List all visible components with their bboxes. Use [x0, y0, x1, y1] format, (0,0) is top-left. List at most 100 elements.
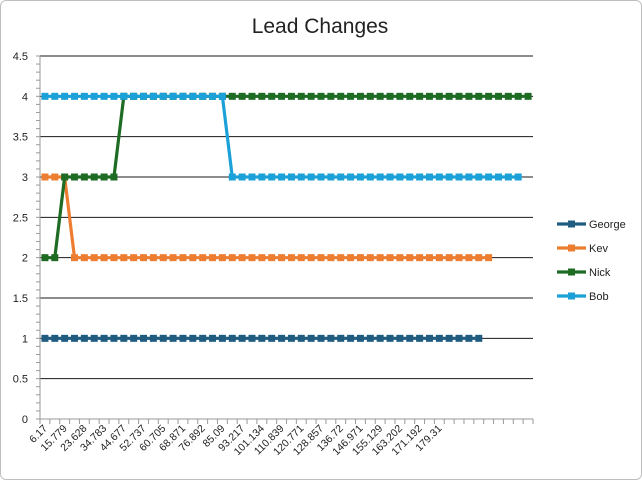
- data-point: [514, 92, 522, 100]
- data-point: [287, 173, 295, 181]
- data-point: [51, 254, 59, 262]
- data-point: [71, 173, 79, 181]
- data-point: [140, 254, 148, 262]
- data-point: [287, 254, 295, 262]
- data-point: [356, 173, 364, 181]
- data-point: [475, 92, 483, 100]
- data-point: [71, 334, 79, 342]
- data-point: [80, 334, 88, 342]
- legend-marker: [568, 268, 575, 276]
- data-point: [356, 92, 364, 100]
- data-point: [51, 334, 59, 342]
- y-tick-label: 0.5: [13, 374, 28, 386]
- data-point: [416, 92, 424, 100]
- data-point: [356, 254, 364, 262]
- series-george: [41, 334, 483, 342]
- data-point: [317, 92, 325, 100]
- data-point: [406, 92, 414, 100]
- data-point: [297, 334, 305, 342]
- series-group: [41, 92, 532, 342]
- legend-marker: [568, 292, 575, 300]
- data-point: [337, 92, 345, 100]
- data-point: [307, 334, 315, 342]
- legend-entry-nick: Nick: [557, 267, 611, 279]
- data-point: [416, 334, 424, 342]
- data-point: [71, 254, 79, 262]
- data-point: [425, 254, 433, 262]
- data-point: [435, 173, 443, 181]
- data-point: [149, 334, 157, 342]
- data-point: [51, 92, 59, 100]
- data-point: [120, 92, 128, 100]
- data-point: [376, 334, 384, 342]
- legend-entry-george: George: [557, 219, 626, 231]
- data-point: [307, 92, 315, 100]
- data-point: [445, 254, 453, 262]
- data-point: [80, 173, 88, 181]
- data-point: [504, 173, 512, 181]
- data-point: [268, 92, 276, 100]
- data-point: [130, 92, 138, 100]
- data-point: [297, 254, 305, 262]
- data-point: [130, 254, 138, 262]
- data-point: [396, 173, 404, 181]
- data-point: [199, 254, 207, 262]
- gridlines: [40, 55, 533, 420]
- data-point: [416, 173, 424, 181]
- data-point: [327, 173, 335, 181]
- data-point: [307, 254, 315, 262]
- data-point: [366, 334, 374, 342]
- data-point: [347, 334, 355, 342]
- y-tick-label: 2.5: [13, 212, 28, 224]
- data-point: [238, 92, 246, 100]
- data-point: [100, 173, 108, 181]
- data-point: [258, 173, 266, 181]
- data-point: [248, 254, 256, 262]
- data-point: [90, 334, 98, 342]
- data-point: [366, 92, 374, 100]
- legend-label: Kev: [589, 243, 608, 255]
- legend-marker: [568, 244, 575, 252]
- data-point: [514, 173, 522, 181]
- legend-label: Bob: [589, 291, 609, 303]
- data-point: [149, 92, 157, 100]
- legend-label: George: [589, 219, 626, 231]
- data-point: [445, 173, 453, 181]
- series-kev: [41, 173, 493, 262]
- data-point: [465, 92, 473, 100]
- data-point: [347, 92, 355, 100]
- data-point: [218, 254, 226, 262]
- data-point: [41, 254, 49, 262]
- data-point: [228, 334, 236, 342]
- data-point: [366, 173, 374, 181]
- data-point: [297, 173, 305, 181]
- data-point: [465, 254, 473, 262]
- data-point: [278, 334, 286, 342]
- data-point: [347, 173, 355, 181]
- data-point: [71, 92, 79, 100]
- legend-marker: [568, 220, 575, 228]
- data-point: [110, 92, 118, 100]
- data-point: [238, 254, 246, 262]
- data-point: [209, 334, 217, 342]
- data-point: [169, 334, 177, 342]
- data-point: [228, 254, 236, 262]
- data-point: [41, 173, 49, 181]
- data-point: [258, 254, 266, 262]
- data-point: [485, 92, 493, 100]
- data-point: [149, 254, 157, 262]
- data-point: [61, 334, 69, 342]
- data-point: [228, 92, 236, 100]
- data-point: [189, 254, 197, 262]
- data-point: [337, 254, 345, 262]
- data-point: [376, 92, 384, 100]
- y-tick-label: 1.5: [13, 293, 28, 305]
- data-point: [455, 173, 463, 181]
- data-point: [337, 173, 345, 181]
- data-point: [485, 173, 493, 181]
- data-point: [524, 92, 532, 100]
- data-point: [238, 173, 246, 181]
- data-point: [209, 92, 217, 100]
- data-point: [465, 173, 473, 181]
